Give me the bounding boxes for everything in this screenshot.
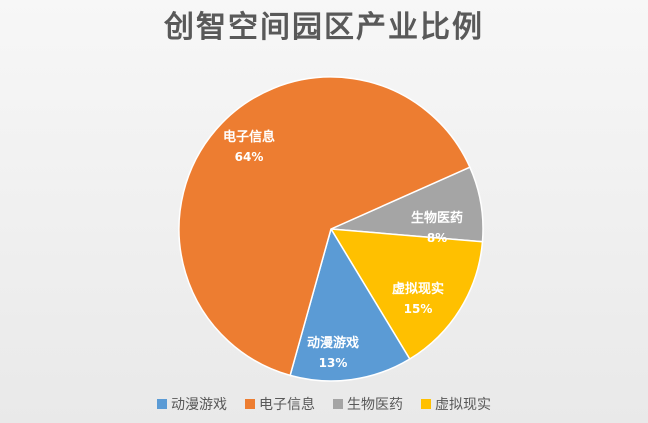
legend-label: 生物医药	[347, 397, 403, 413]
pie-slice-4	[329, 228, 484, 361]
legend-item: 虚拟现实	[421, 394, 491, 414]
legend-swatch	[157, 399, 167, 409]
pie-slice-2	[178, 76, 471, 377]
slice-percent-label: 8%	[427, 231, 447, 245]
legend: 动漫游戏 电子信息 生物医药 虚拟现实	[0, 392, 648, 416]
pie-labels: 生物医药 8% 虚拟现实 15% 动漫游戏 13% 电子信息 64%	[223, 129, 463, 370]
slice-category-label: 生物医药	[411, 210, 463, 226]
slice-category-label: 虚拟现实	[392, 281, 444, 297]
legend-label: 虚拟现实	[435, 397, 491, 413]
slice-percent-label: 15%	[404, 302, 433, 316]
slice-category-label: 电子信息	[223, 129, 275, 145]
legend-item: 动漫游戏	[157, 394, 227, 414]
chart-title: 创智空间园区产业比例	[164, 10, 484, 45]
slice-percent-label: 13%	[319, 356, 348, 370]
legend-label: 电子信息	[259, 397, 315, 413]
legend-label: 动漫游戏	[171, 397, 227, 413]
pie-slices	[178, 76, 484, 382]
legend-swatch	[333, 399, 343, 409]
legend-item: 生物医药	[333, 394, 403, 414]
pie-slice-1	[289, 227, 411, 382]
legend-swatch	[245, 399, 255, 409]
slice-percent-label: 64%	[235, 150, 264, 164]
slice-category-label: 动漫游戏	[307, 335, 359, 351]
legend-swatch	[421, 399, 431, 409]
legend-item: 电子信息	[245, 394, 315, 414]
